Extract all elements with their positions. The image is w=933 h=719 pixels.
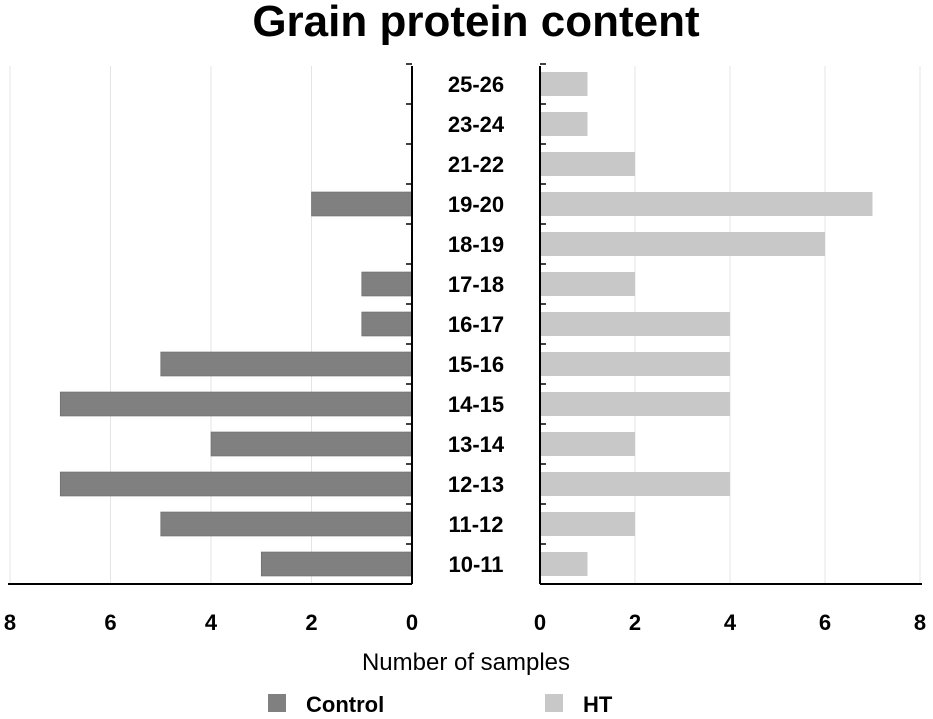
bar-ht-15-16 [540, 352, 730, 376]
x-tick-label-left: 4 [205, 610, 218, 635]
legend-label-control: Control [306, 692, 384, 717]
category-label: 11-12 [448, 512, 503, 537]
category-label: 15-16 [448, 352, 504, 377]
legend-swatch-ht [545, 694, 563, 712]
category-labels: 10-11 11-12 12-13 13-14 14-15 15-16 16-17 17-18… [448, 72, 505, 577]
axes [8, 63, 922, 585]
x-tick-label-left: 8 [4, 610, 16, 635]
bar-ht-25-26 [540, 72, 588, 96]
category-label: 14-15 [448, 392, 504, 417]
category-label: 10-11 [448, 552, 503, 577]
x-tick-label-right: 6 [819, 610, 831, 635]
x-tick-label-right: 2 [629, 610, 641, 635]
x-tick-label-right: 0 [534, 610, 546, 635]
bar-control-10-11 [260, 551, 413, 577]
legend: Control HT [268, 692, 613, 717]
x-axis-label: Number of samples [362, 649, 570, 676]
bar-ht-12-13 [540, 472, 730, 496]
bar-control-16-17 [361, 311, 413, 337]
bars [59, 72, 873, 577]
x-tick-label-left: 0 [406, 610, 418, 635]
x-tick-label-right: 8 [914, 610, 926, 635]
bar-ht-14-15 [540, 392, 730, 416]
chart-title: Grain protein content [252, 0, 700, 46]
category-label: 17-18 [448, 272, 504, 297]
category-label: 21-22 [448, 152, 504, 177]
legend-label-ht: HT [583, 692, 613, 717]
bar-ht-19-20 [540, 192, 873, 216]
category-label: 23-24 [448, 112, 505, 137]
bar-control-11-12 [160, 511, 413, 537]
legend-swatch-control [268, 694, 286, 712]
bar-ht-21-22 [540, 152, 635, 176]
x-tick-label-right: 4 [724, 610, 737, 635]
tick-labels: 0 0 2 2 4 4 6 6 8 8 [4, 610, 926, 635]
category-label: 13-14 [448, 432, 505, 457]
bar-ht-13-14 [540, 432, 635, 456]
bar-control-12-13 [59, 471, 413, 497]
bar-ht-18-19 [540, 232, 825, 256]
bar-control-15-16 [160, 351, 413, 377]
x-tick-label-left: 2 [305, 610, 317, 635]
bar-control-19-20 [311, 191, 413, 217]
category-label: 18-19 [448, 232, 504, 257]
category-label: 12-13 [448, 472, 504, 497]
bar-ht-10-11 [540, 552, 588, 576]
bar-control-17-18 [361, 271, 413, 297]
bar-ht-11-12 [540, 512, 635, 536]
bar-ht-16-17 [540, 312, 730, 336]
bar-ht-17-18 [540, 272, 635, 296]
bar-control-14-15 [59, 391, 413, 417]
bar-ht-23-24 [540, 112, 588, 136]
category-label: 16-17 [448, 312, 504, 337]
x-tick-label-left: 6 [104, 610, 116, 635]
bar-control-13-14 [210, 431, 413, 457]
category-label: 25-26 [448, 72, 504, 97]
category-label: 19-20 [448, 192, 504, 217]
